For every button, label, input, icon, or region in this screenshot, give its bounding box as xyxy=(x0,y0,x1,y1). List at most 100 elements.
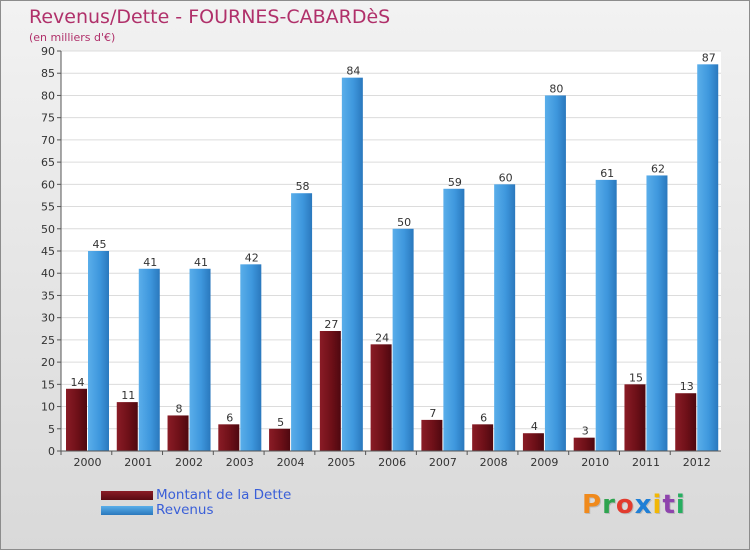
y-tick-label: 15 xyxy=(41,378,55,391)
y-tick-label: 25 xyxy=(41,334,55,347)
data-label-revenus-2006: 50 xyxy=(397,216,411,229)
legend-item-dette: Montant de la Dette xyxy=(101,487,292,503)
logo-letter: x xyxy=(634,490,653,520)
x-tick-label-2008: 2008 xyxy=(480,456,508,469)
x-tick-label-2003: 2003 xyxy=(226,456,254,469)
data-label-dette-2010: 3 xyxy=(582,425,589,438)
logo-letter: o xyxy=(615,490,635,520)
bar-revenus-2007 xyxy=(443,188,465,451)
bar-dette-2005 xyxy=(319,331,341,451)
data-label-dette-2005: 27 xyxy=(324,318,338,331)
data-label-dette-2000: 14 xyxy=(71,376,85,389)
y-tick-label: 5 xyxy=(48,423,55,436)
bar-revenus-2003 xyxy=(240,264,262,451)
chart-subtitle: (en milliers d'€) xyxy=(29,31,116,44)
y-tick-label: 40 xyxy=(41,267,55,280)
x-tick-label-2012: 2012 xyxy=(683,456,711,469)
bar-dette-2006 xyxy=(370,344,392,451)
bar-dette-2001 xyxy=(116,402,138,451)
bar-revenus-2000 xyxy=(88,251,109,451)
data-label-dette-2004: 5 xyxy=(277,416,284,429)
data-label-revenus-2001: 41 xyxy=(143,256,157,269)
logo-letter: t xyxy=(662,490,676,520)
x-tick-label-2011: 2011 xyxy=(632,456,660,469)
data-label-dette-2011: 15 xyxy=(629,371,643,384)
x-tick-label-2010: 2010 xyxy=(581,456,609,469)
y-tick-label: 85 xyxy=(41,67,55,80)
bar-revenus-2004 xyxy=(291,193,313,451)
bar-revenus-2008 xyxy=(494,184,516,452)
x-tick-label-2000: 2000 xyxy=(74,456,102,469)
logo-letter: i xyxy=(652,490,663,520)
bar-revenus-2010 xyxy=(595,179,617,451)
legend-swatch-dette xyxy=(101,490,153,500)
data-label-revenus-2007: 59 xyxy=(448,176,462,189)
data-label-dette-2012: 13 xyxy=(680,380,694,393)
data-label-revenus-2000: 45 xyxy=(93,238,107,251)
bar-dette-2003 xyxy=(218,424,240,451)
bar-revenus-2005 xyxy=(341,77,363,452)
bar-revenus-2002 xyxy=(189,268,211,451)
logo-letter: i xyxy=(675,490,686,520)
data-label-dette-2009: 4 xyxy=(531,420,538,433)
logo-letter: r xyxy=(602,490,616,520)
x-tick-label-2001: 2001 xyxy=(124,456,152,469)
y-tick-label: 75 xyxy=(41,112,55,125)
y-tick-label: 20 xyxy=(41,356,55,369)
data-label-revenus-2005: 84 xyxy=(346,65,360,78)
bar-revenus-2006 xyxy=(392,228,414,451)
x-tick-label-2002: 2002 xyxy=(175,456,203,469)
data-label-revenus-2008: 60 xyxy=(499,171,513,184)
bar-revenus-2009 xyxy=(544,95,566,451)
bar-dette-2011 xyxy=(624,384,646,451)
bar-dette-2002 xyxy=(167,415,189,451)
data-label-dette-2008: 6 xyxy=(480,411,487,424)
data-label-dette-2001: 11 xyxy=(121,389,135,402)
x-tick-label-2009: 2009 xyxy=(530,456,558,469)
y-tick-label: 65 xyxy=(41,156,55,169)
bar-dette-2012 xyxy=(675,393,697,451)
data-label-revenus-2003: 42 xyxy=(245,251,259,264)
x-tick-label-2005: 2005 xyxy=(327,456,355,469)
y-tick-label: 60 xyxy=(41,178,55,191)
data-label-revenus-2004: 58 xyxy=(296,180,310,193)
y-tick-label: 70 xyxy=(41,134,55,147)
legend-swatch-revenus xyxy=(101,505,153,515)
y-tick-label: 55 xyxy=(41,201,55,214)
data-label-dette-2003: 6 xyxy=(226,411,233,424)
y-tick-label: 50 xyxy=(41,223,55,236)
bar-revenus-2012 xyxy=(697,64,719,452)
data-label-revenus-2012: 87 xyxy=(702,51,716,64)
bar-dette-2010 xyxy=(573,437,595,451)
bar-dette-2000 xyxy=(66,388,87,451)
data-label-dette-2006: 24 xyxy=(375,331,389,344)
logo-letter: P xyxy=(582,490,603,520)
bar-revenus-2011 xyxy=(646,175,668,451)
bar-revenus-2001 xyxy=(138,268,160,451)
x-tick-label-2004: 2004 xyxy=(277,456,305,469)
proxiti-logo: Proxiti xyxy=(582,490,686,520)
bar-dette-2008 xyxy=(472,424,494,451)
y-tick-label: 30 xyxy=(41,312,55,325)
data-label-revenus-2011: 62 xyxy=(651,162,665,175)
y-tick-label: 90 xyxy=(41,45,55,58)
data-label-revenus-2010: 61 xyxy=(600,167,614,180)
bar-dette-2007 xyxy=(421,419,443,451)
legend-label-dette: Montant de la Dette xyxy=(156,487,292,503)
legend-label-revenus: Revenus xyxy=(156,502,214,518)
chart-title: Revenus/Dette - FOURNES-CABARDèS xyxy=(29,6,391,28)
data-label-dette-2002: 8 xyxy=(176,402,183,415)
y-tick-label: 80 xyxy=(41,89,55,102)
data-label-revenus-2009: 80 xyxy=(549,82,563,95)
x-tick-label-2007: 2007 xyxy=(429,456,457,469)
y-tick-label: 45 xyxy=(41,245,55,258)
y-tick-label: 10 xyxy=(41,401,55,414)
bar-dette-2009 xyxy=(522,433,544,451)
x-tick-label-2006: 2006 xyxy=(378,456,406,469)
bar-dette-2004 xyxy=(269,428,291,451)
data-label-revenus-2002: 41 xyxy=(194,256,208,269)
data-label-dette-2007: 7 xyxy=(429,407,436,420)
y-tick-label: 0 xyxy=(48,445,55,458)
